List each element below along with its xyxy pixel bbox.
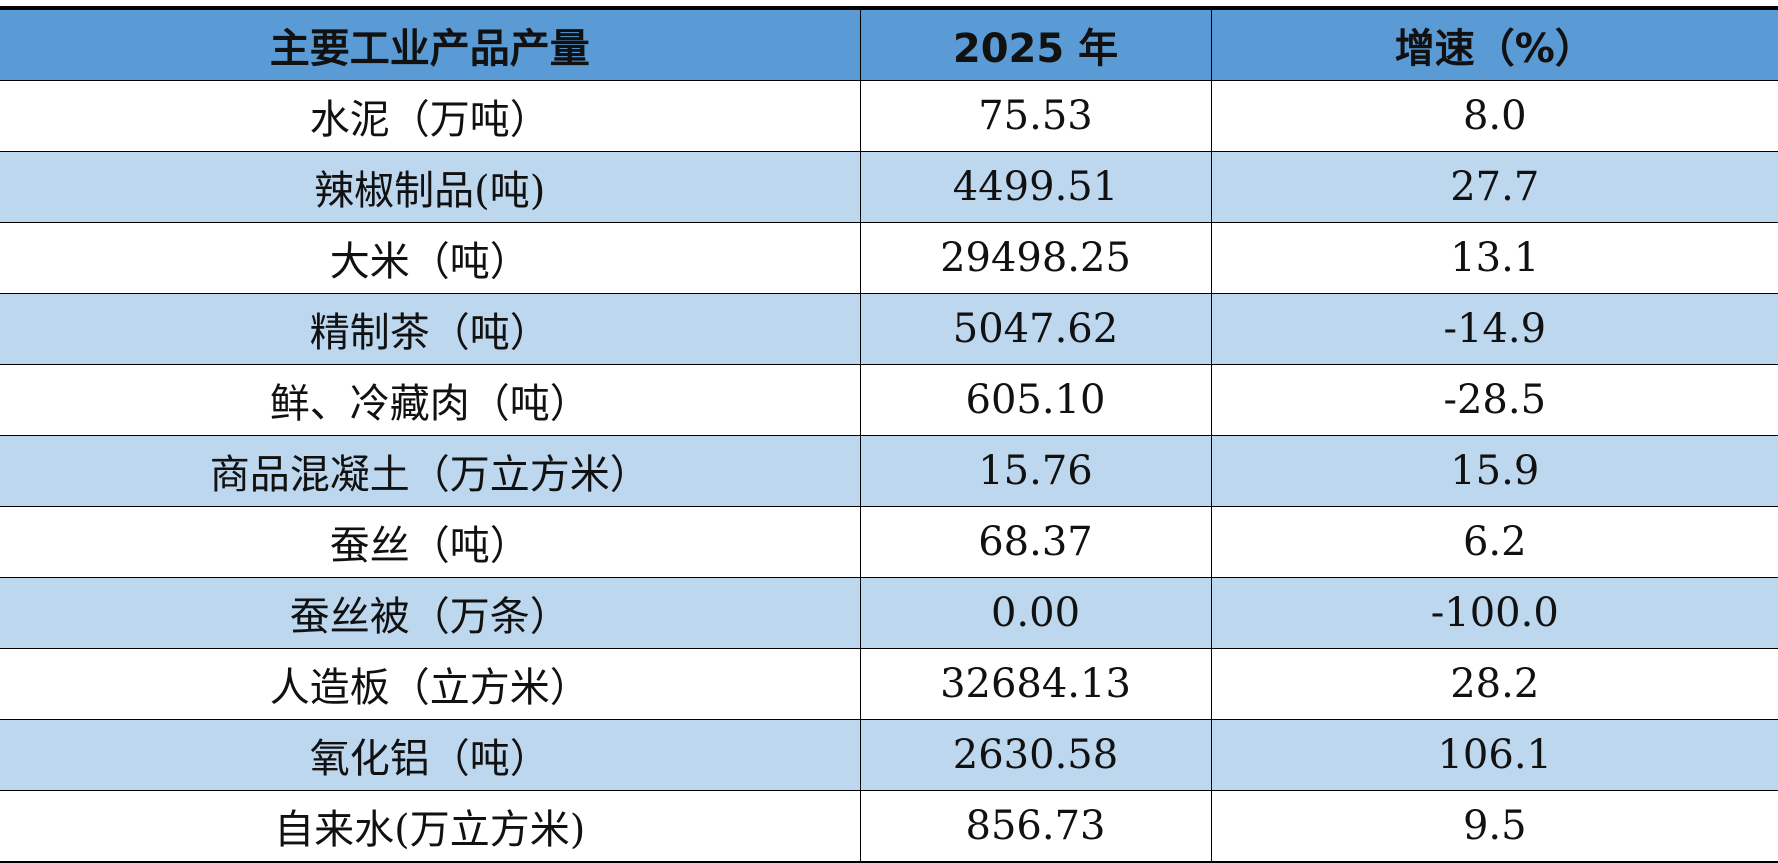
header-cell: 增速（%）: [1210, 8, 1778, 81]
table-cell: 29498.25: [859, 222, 1211, 294]
table-cell: 75.53: [859, 80, 1211, 152]
table-cell: 氧化铝（吨）: [0, 719, 860, 791]
header-row: 主要工业产品产量 2025 年增速（%）: [0, 8, 1778, 81]
table-cell: 蚕丝（吨）: [0, 506, 860, 578]
table-row: 辣椒制品(吨) 4499.51 27.7: [0, 151, 1778, 223]
table-cell: 106.1: [1210, 719, 1778, 791]
table-cell: 6.2: [1210, 506, 1778, 578]
table-cell: 4499.51: [859, 151, 1211, 223]
table-row: 精制茶（吨） 5047.62 -14.9: [0, 293, 1778, 365]
table-cell: 0.00: [859, 577, 1211, 649]
table-row: 水泥（万吨） 75.53 8.0: [0, 80, 1778, 152]
table-row: 自来水(万立方米) 856.73 9.5: [0, 790, 1778, 862]
table-cell: -14.9: [1210, 293, 1778, 365]
table-row: 蚕丝被（万条） 0.00 -100.0: [0, 577, 1778, 649]
header-cell: 主要工业产品产量: [0, 8, 860, 81]
table-cell: -100.0: [1210, 577, 1778, 649]
table-cell: 2630.58: [859, 719, 1211, 791]
table-cell: 68.37: [859, 506, 1211, 578]
table-cell: 13.1: [1210, 222, 1778, 294]
table-cell: 人造板（立方米）: [0, 648, 860, 720]
table-cell: 605.10: [859, 364, 1211, 436]
table-cell: 辣椒制品(吨): [0, 151, 860, 223]
table-row: 氧化铝（吨） 2630.58 106.1: [0, 719, 1778, 791]
data-table: 主要工业产品产量 2025 年增速（%） 水泥（万吨） 75.53 8.0 辣椒制品(吨…: [0, 6, 1778, 863]
table-cell: 蚕丝被（万条）: [0, 577, 860, 649]
table-cell: 自来水(万立方米): [0, 790, 860, 862]
table-cell: 856.73: [859, 790, 1211, 862]
table-cell: 鲜、冷藏肉（吨）: [0, 364, 860, 436]
table-cell: 8.0: [1210, 80, 1778, 152]
table-cell: 15.9: [1210, 435, 1778, 507]
table-cell: 28.2: [1210, 648, 1778, 720]
table-cell: 27.7: [1210, 151, 1778, 223]
table-cell: 15.76: [859, 435, 1211, 507]
table-cell: 水泥（万吨）: [0, 80, 860, 152]
table-cell: 商品混凝土（万立方米）: [0, 435, 860, 507]
table-row: 大米（吨） 29498.25 13.1: [0, 222, 1778, 294]
table-row: 蚕丝（吨） 68.37 6.2: [0, 506, 1778, 578]
table-cell: 大米（吨）: [0, 222, 860, 294]
table-container: 主要工业产品产量 2025 年增速（%） 水泥（万吨） 75.53 8.0 辣椒制品(吨…: [0, 6, 1778, 863]
table-cell: 精制茶（吨）: [0, 293, 860, 365]
table-body: 水泥（万吨） 75.53 8.0 辣椒制品(吨) 4499.51 27.7 大米（吨） 294…: [0, 80, 1778, 862]
table-cell: -28.5: [1210, 364, 1778, 436]
table-row: 商品混凝土（万立方米） 15.76 15.9: [0, 435, 1778, 507]
table-cell: 5047.62: [859, 293, 1211, 365]
table-row: 鲜、冷藏肉（吨） 605.10 -28.5: [0, 364, 1778, 436]
table-cell: 32684.13: [859, 648, 1211, 720]
table-cell: 9.5: [1210, 790, 1778, 862]
header-cell: 2025 年: [859, 8, 1211, 81]
table-row: 人造板（立方米） 32684.13 28.2: [0, 648, 1778, 720]
